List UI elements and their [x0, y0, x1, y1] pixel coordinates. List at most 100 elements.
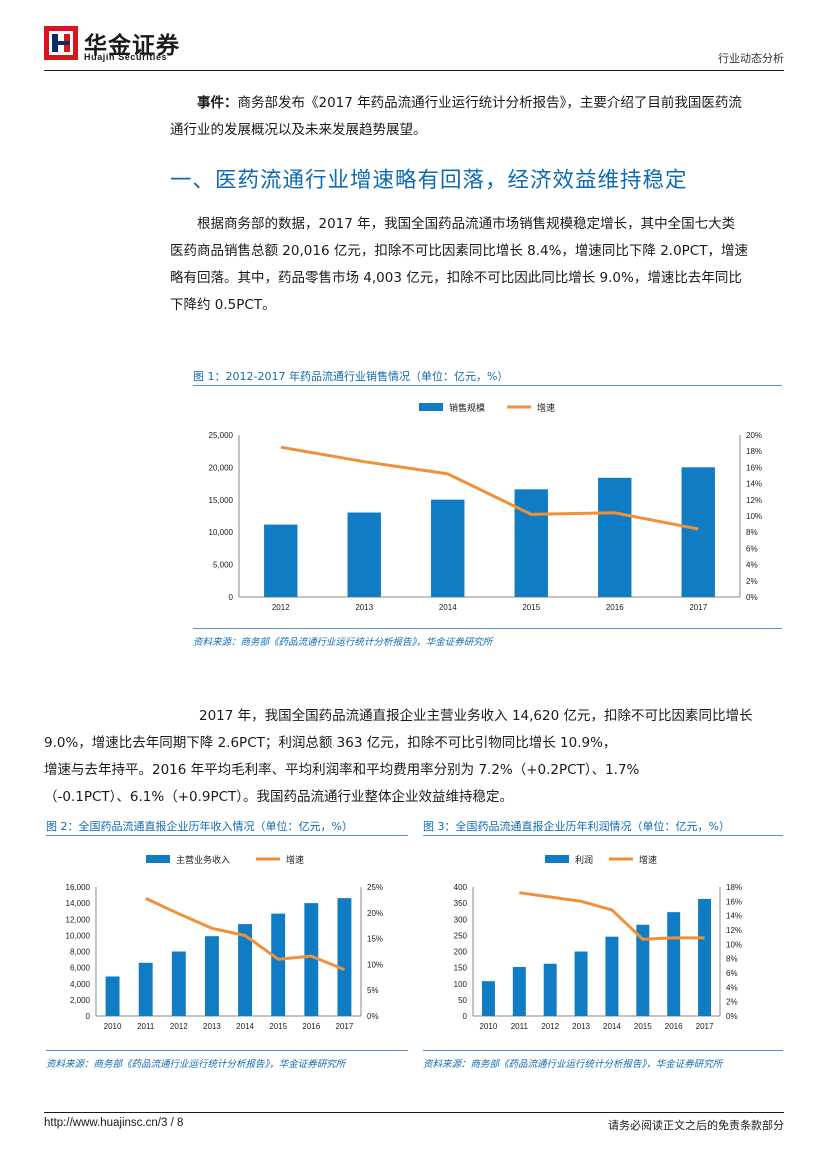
- bar: [171, 951, 186, 1016]
- legend-bar-label: 销售规模: [449, 402, 485, 413]
- figure-3-source: 资料来源：商务部《药品流通行业运行统计分析报告》，华金证券研究所: [423, 1059, 723, 1070]
- x-tick-label: 2017: [689, 603, 707, 612]
- y-right-tick-label: 4%: [746, 561, 758, 570]
- legend-bar-label: 主营业务收入: [176, 854, 230, 865]
- figure-2-chart: 主营业务收入 增速 0 2,000 4,000 6,000 8,000 10,000 12,00…: [66, 854, 383, 1031]
- paragraph-line: 医药商品销售总额 20,016 亿元，扣除不可比因素同比增长 8.4%，增速同比…: [170, 243, 748, 259]
- y-right-tick-label: 15%: [367, 935, 383, 944]
- bar: [667, 912, 681, 1016]
- x-tick-label: 2012: [272, 603, 290, 612]
- event-line-2: 通行业的发展概况以及未来发展趋势展望。: [170, 122, 427, 138]
- x-tick-label: 2014: [439, 603, 457, 612]
- x-tick-label: 2015: [269, 1022, 287, 1031]
- y-right-tick-label: 14%: [726, 912, 742, 921]
- x-tick-label: 2011: [137, 1022, 155, 1031]
- figure-2-source: 资料来源：商务部《药品流通行业运行统计分析报告》，华金证券研究所: [46, 1059, 346, 1070]
- y-right-tick-label: 0%: [726, 1012, 738, 1021]
- legend-line-label: 增速: [639, 854, 657, 865]
- y-right-tick-label: 6%: [726, 969, 738, 978]
- figure-3-chart: 利润 增速 0 50 100 150 200 250 300 350 400 0% 2% 4% 6% 8% 10…: [454, 854, 742, 1031]
- x-tick-label: 2016: [665, 1022, 683, 1031]
- y-left-tick-label: 250: [454, 931, 468, 940]
- y-left-tick-label: 50: [458, 996, 467, 1005]
- y-right-tick-label: 0%: [367, 1012, 379, 1021]
- event-paragraph: 事件：商务部发布《2017 年药品流通行业运行统计分析报告》，主要介绍了目前我国…: [170, 90, 782, 144]
- bar: [605, 936, 619, 1016]
- report-type: 行业动态分析: [718, 52, 784, 65]
- footer-url-link[interactable]: http://www.huajinsc.cn/: [44, 1117, 161, 1129]
- y-right-tick-label: 25%: [367, 883, 383, 892]
- y-right-tick-label: 10%: [367, 960, 383, 969]
- event-label: 事件：: [197, 95, 238, 111]
- y-left-tick-label: 0: [463, 1012, 468, 1021]
- paragraph-enterprises: 2017 年，我国全国药品流通直报企业主营业务收入 14,620 亿元，扣除不可…: [44, 703, 784, 811]
- paragraph-line: 2017 年，我国全国药品流通直报企业主营业务收入 14,620 亿元，扣除不可…: [199, 708, 753, 724]
- y-right-tick-label: 12%: [746, 496, 762, 505]
- paragraph-sales: 根据商务部的数据，2017 年，我国全国药品流通市场销售规模稳定增长，其中全国七…: [170, 211, 782, 319]
- footer-url-page: http://www.huajinsc.cn/3 / 8: [44, 1117, 183, 1129]
- x-tick-label: 2016: [302, 1022, 320, 1031]
- growth-line: [519, 891, 705, 941]
- x-tick-label: 2014: [236, 1022, 254, 1031]
- y-left-tick-label: 16,000: [66, 883, 91, 892]
- paragraph-line: 下降约 0.5PCT。: [170, 297, 276, 313]
- figure-2-top-rule: [46, 835, 408, 836]
- y-left-tick-label: 4,000: [70, 980, 91, 989]
- y-right-tick-label: 10%: [726, 940, 742, 949]
- y-left-tick-label: 20,000: [209, 463, 234, 472]
- y-right-tick-label: 10%: [746, 512, 762, 521]
- y-right-tick-label: 8%: [726, 955, 738, 964]
- y-right-tick-label: 5%: [367, 986, 379, 995]
- y-right-tick-label: 8%: [746, 528, 758, 537]
- y-left-tick-label: 300: [454, 915, 468, 924]
- figure-3-title: 图 3：全国药品流通直报企业历年利润情况（单位：亿元，%）: [423, 820, 730, 833]
- footer-disclaimer: 请务必阅读正文之后的免责条款部分: [608, 1119, 784, 1132]
- logo-chinese-name: 华金证券: [84, 33, 180, 59]
- figure-1-bottom-rule: [193, 628, 782, 629]
- y-left-tick-label: 15,000: [209, 496, 234, 505]
- paragraph-line: 略有回落。其中，药品零售市场 4,003 亿元，扣除不可比因此同比增长 9.0%…: [170, 270, 742, 286]
- bar: [204, 936, 219, 1016]
- bar: [698, 898, 712, 1016]
- y-left-tick-label: 8,000: [70, 948, 91, 957]
- y-left-tick-label: 2,000: [70, 996, 91, 1005]
- x-tick-label: 2017: [336, 1022, 354, 1031]
- bar: [431, 499, 465, 597]
- y-left-tick-label: 5,000: [213, 561, 234, 570]
- footer-page-number: 3 / 8: [160, 1117, 184, 1129]
- y-right-tick-label: 18%: [746, 447, 762, 456]
- x-tick-label: 2015: [522, 603, 540, 612]
- figure-1-chart: 销售规模 增速 0 5,000 10,000 15,000 20,000 25,000 0% 2%…: [209, 402, 762, 612]
- bar: [105, 976, 120, 1016]
- y-left-tick-label: 6,000: [70, 964, 91, 973]
- y-right-tick-label: 16%: [726, 897, 742, 906]
- y-left-tick-label: 0: [86, 1012, 91, 1021]
- header-divider: [44, 70, 784, 71]
- figure-3-bottom-rule: [423, 1050, 783, 1051]
- y-right-tick-label: 12%: [726, 926, 742, 935]
- y-left-tick-label: 350: [454, 899, 468, 908]
- x-tick-label: 2010: [104, 1022, 122, 1031]
- bar: [512, 966, 526, 1016]
- y-left-tick-label: 0: [229, 593, 234, 602]
- paragraph-line: 增速与去年持平。2016 年平均毛利率、平均利润率和平均费用率分别为 7.2%（…: [44, 762, 640, 778]
- y-left-tick-label: 400: [454, 883, 468, 892]
- bar: [543, 963, 557, 1016]
- legend-bar-swatch: [419, 403, 443, 411]
- x-tick-label: 2014: [603, 1022, 621, 1031]
- figure-1-source: 资料来源：商务部《药品流通行业运行统计分析报告》，华金证券研究所: [193, 637, 493, 648]
- growth-line: [280, 445, 699, 531]
- huajin-logo-icon: [44, 26, 78, 60]
- y-left-tick-label: 14,000: [66, 899, 91, 908]
- legend-line-label: 增速: [286, 854, 304, 865]
- y-left-tick-label: 100: [454, 980, 468, 989]
- bar: [138, 962, 153, 1016]
- y-right-tick-label: 6%: [746, 544, 758, 553]
- x-tick-label: 2016: [606, 603, 624, 612]
- bar: [337, 898, 352, 1016]
- bar: [598, 477, 632, 597]
- bar: [347, 512, 381, 597]
- figure-3-top-rule: [423, 835, 783, 836]
- x-tick-label: 2011: [511, 1022, 529, 1031]
- legend-bar-swatch: [146, 855, 170, 863]
